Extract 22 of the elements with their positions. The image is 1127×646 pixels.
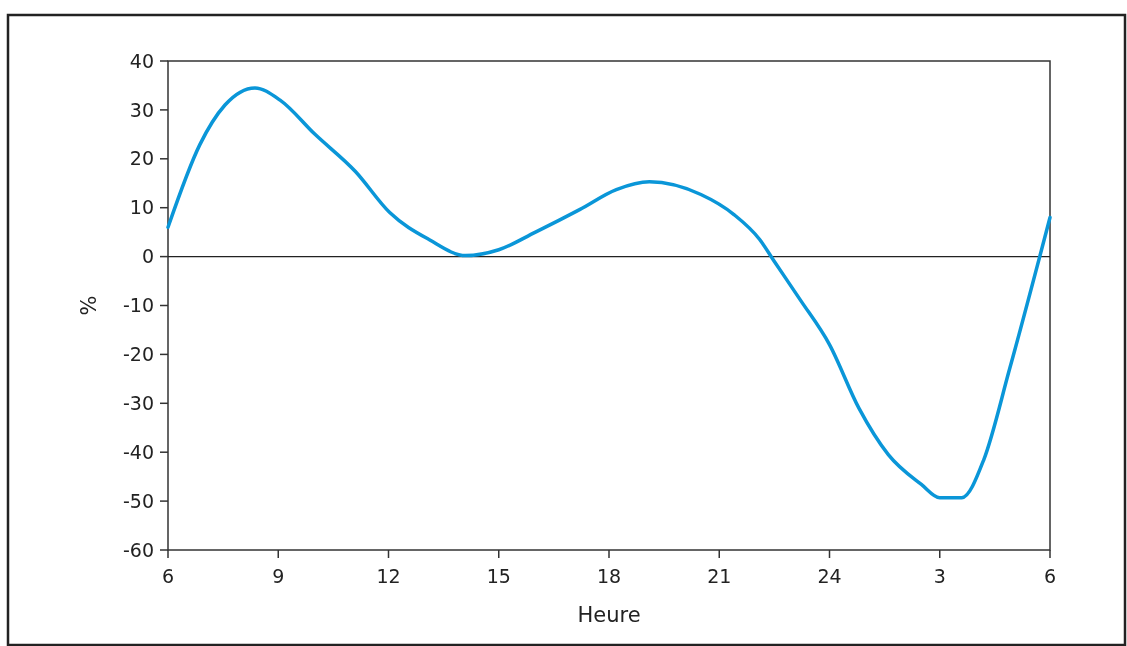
y-tick-label: -60 — [122, 538, 154, 561]
x-tick-label: 12 — [376, 565, 401, 587]
y-tick-label: 30 — [129, 98, 154, 121]
x-tick-label: 9 — [272, 565, 285, 587]
y-tick-label: -20 — [122, 343, 154, 366]
x-tick-label: 21 — [707, 565, 732, 587]
y-tick-label: -50 — [122, 489, 154, 512]
y-tick-label: -10 — [122, 294, 154, 317]
x-tick-label: 6 — [1043, 565, 1057, 587]
y-tick-label: 20 — [129, 147, 154, 170]
x-tick-label: 24 — [817, 565, 842, 587]
x-tick-label: 6 — [161, 565, 175, 587]
y-tick-label: 10 — [129, 196, 154, 219]
x-axis-title: Heure — [577, 603, 641, 627]
x-tick-label: 15 — [486, 565, 511, 587]
y-tick-label: 0 — [141, 245, 154, 268]
y-tick-label: -40 — [122, 440, 154, 463]
y-tick-label: -30 — [122, 391, 154, 414]
x-tick-label: 18 — [596, 565, 622, 587]
x-tick-label: 3 — [933, 565, 946, 587]
y-tick-label: 40 — [129, 49, 154, 72]
y-axis-title: % — [77, 295, 101, 316]
